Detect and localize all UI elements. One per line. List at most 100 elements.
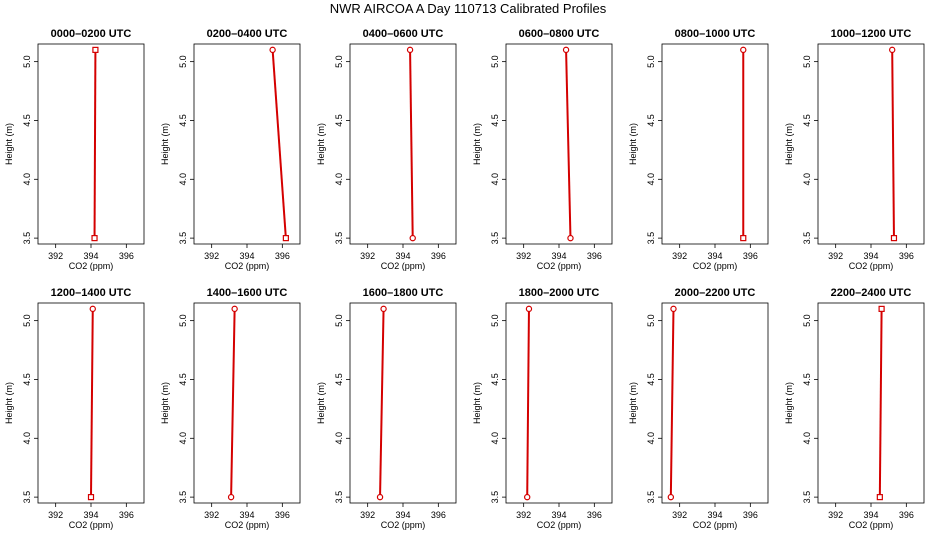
y-axis-label: Height (m) <box>784 123 794 165</box>
plot-frame <box>37 43 145 245</box>
x-axis-label: CO2 (ppm) <box>225 520 270 530</box>
y-tick-label: 4.0 <box>178 432 188 445</box>
x-tick-label: 392 <box>48 510 63 520</box>
data-point <box>380 305 387 313</box>
x-axis-label: CO2 (ppm) <box>537 261 582 271</box>
y-tick-label: 3.5 <box>490 232 500 245</box>
x-tick-label: 394 <box>83 251 98 261</box>
data-point <box>231 305 238 313</box>
y-tick-label: 3.5 <box>334 491 344 504</box>
panel-title: 0400–0600 UTC <box>363 28 444 40</box>
x-tick-label: 396 <box>431 251 446 261</box>
data-point <box>406 46 414 54</box>
data-point <box>227 493 235 501</box>
y-tick-label: 4.0 <box>802 432 812 445</box>
y-tick-label: 5.0 <box>178 55 188 68</box>
panel-title: 0000–0200 UTC <box>51 28 132 40</box>
x-tick-label: 396 <box>743 510 758 520</box>
x-tick-label: 394 <box>551 510 566 520</box>
y-tick-label: 3.5 <box>178 491 188 504</box>
data-point <box>740 235 747 242</box>
y-tick-label: 4.0 <box>178 173 188 186</box>
data-point <box>92 46 99 53</box>
y-tick-label: 4.0 <box>334 173 344 186</box>
plot-frame <box>505 302 613 504</box>
x-axis-label: CO2 (ppm) <box>225 261 270 271</box>
y-axis-label: Height (m) <box>160 382 170 424</box>
page-title: NWR AIRCOA A Day 110713 Calibrated Profi… <box>329 1 607 16</box>
panel-title: 1800–2000 UTC <box>519 287 600 299</box>
plot-frame <box>817 302 925 504</box>
profile-line <box>669 308 675 498</box>
y-tick-label: 4.5 <box>802 373 812 386</box>
y-tick-label: 5.0 <box>22 314 32 327</box>
x-tick-label: 396 <box>587 251 602 261</box>
plot-frame <box>349 43 457 245</box>
data-point <box>670 305 677 313</box>
y-tick-label: 5.0 <box>334 55 344 68</box>
data-point <box>562 46 570 54</box>
panel-title: 1000–1200 UTC <box>831 28 912 40</box>
plot-frame <box>193 302 301 504</box>
x-tick-label: 396 <box>899 251 914 261</box>
y-axis-label: Height (m) <box>160 123 170 165</box>
y-tick-label: 3.5 <box>646 491 656 504</box>
x-axis-label: CO2 (ppm) <box>693 520 738 530</box>
y-tick-label: 4.0 <box>646 432 656 445</box>
data-point <box>376 493 384 501</box>
x-axis-label: CO2 (ppm) <box>69 261 114 271</box>
plot-frame <box>817 43 925 245</box>
x-axis-label: CO2 (ppm) <box>849 520 894 530</box>
y-tick-label: 3.5 <box>334 232 344 245</box>
y-tick-label: 4.5 <box>802 114 812 127</box>
data-point <box>525 305 533 313</box>
x-tick-label: 392 <box>516 510 531 520</box>
y-tick-label: 4.5 <box>22 114 32 127</box>
y-tick-label: 3.5 <box>802 232 812 245</box>
data-point <box>91 235 98 242</box>
x-tick-label: 392 <box>204 251 219 261</box>
data-point <box>878 305 885 312</box>
y-tick-label: 5.0 <box>178 314 188 327</box>
profile-line <box>878 308 883 498</box>
y-axis-label: Height (m) <box>316 382 326 424</box>
panel-title: 0200–0400 UTC <box>207 28 288 40</box>
y-tick-label: 3.5 <box>178 232 188 245</box>
x-tick-label: 396 <box>431 510 446 520</box>
y-tick-label: 4.0 <box>22 173 32 186</box>
y-tick-label: 3.5 <box>646 232 656 245</box>
y-tick-label: 5.0 <box>490 55 500 68</box>
profile-line <box>891 49 895 239</box>
x-tick-label: 396 <box>119 510 134 520</box>
x-tick-label: 396 <box>275 251 290 261</box>
x-tick-label: 394 <box>239 251 254 261</box>
y-tick-label: 4.5 <box>646 373 656 386</box>
data-point <box>890 235 898 242</box>
y-tick-label: 4.5 <box>22 373 32 386</box>
x-axis-label: CO2 (ppm) <box>693 261 738 271</box>
y-tick-label: 5.0 <box>646 55 656 68</box>
data-point <box>282 235 289 242</box>
data-point <box>876 494 883 501</box>
y-tick-label: 4.0 <box>490 432 500 445</box>
y-tick-label: 5.0 <box>490 314 500 327</box>
y-tick-label: 5.0 <box>802 55 812 68</box>
panel-title: 0800–1000 UTC <box>675 28 756 40</box>
y-tick-label: 4.5 <box>334 114 344 127</box>
x-tick-label: 394 <box>239 510 254 520</box>
x-tick-label: 394 <box>551 251 566 261</box>
x-tick-label: 396 <box>899 510 914 520</box>
y-tick-label: 4.0 <box>22 432 32 445</box>
plot-frame <box>661 43 769 245</box>
x-tick-label: 394 <box>863 510 878 520</box>
y-tick-label: 4.5 <box>334 373 344 386</box>
profile-line <box>565 49 572 239</box>
y-axis-label: Height (m) <box>472 123 482 165</box>
y-axis-label: Height (m) <box>4 382 14 424</box>
y-tick-label: 4.0 <box>802 173 812 186</box>
profile-line <box>230 308 236 498</box>
x-tick-label: 394 <box>395 251 410 261</box>
data-point <box>740 46 747 54</box>
y-tick-label: 3.5 <box>22 491 32 504</box>
